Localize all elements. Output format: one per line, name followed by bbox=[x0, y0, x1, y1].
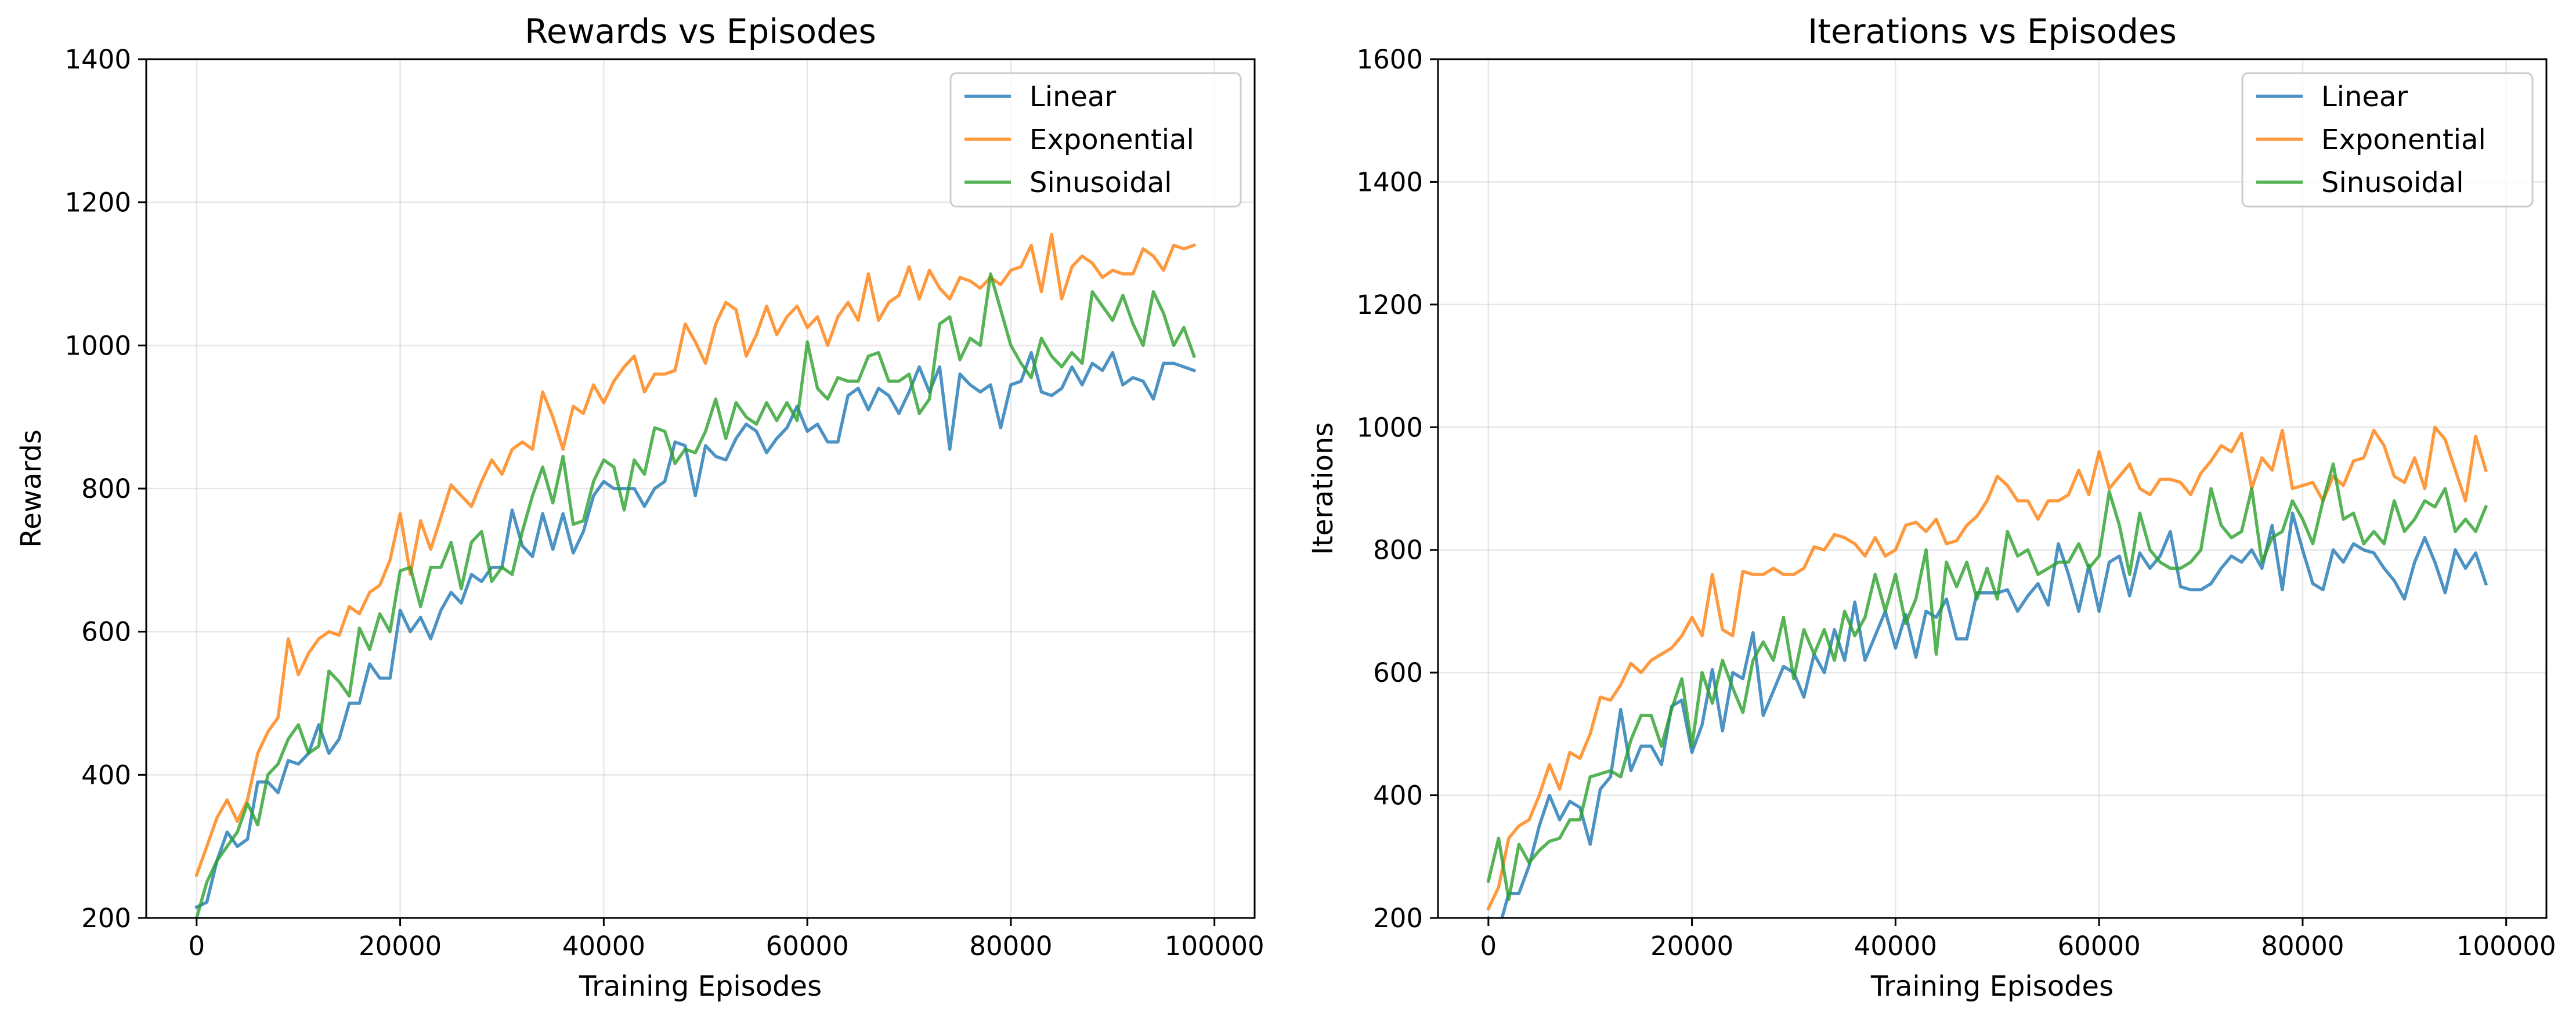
series-line-exponential bbox=[1486, 425, 2488, 911]
x-tick-label: 0 bbox=[1480, 931, 1497, 961]
x-tick-label: 100000 bbox=[1165, 931, 1264, 961]
x-tick-label: 40000 bbox=[1854, 931, 1937, 961]
chart-title: Rewards vs Episodes bbox=[525, 12, 876, 51]
y-tick-label: 1200 bbox=[64, 187, 131, 218]
y-tick-label: 1000 bbox=[64, 330, 131, 361]
legend-label-sinusoidal: Sinusoidal bbox=[2321, 167, 2464, 199]
x-tick-label: 60000 bbox=[2058, 931, 2141, 961]
x-tick-label: 40000 bbox=[562, 931, 645, 961]
series-group bbox=[194, 233, 1197, 918]
y-tick-label: 1000 bbox=[1356, 412, 1423, 443]
y-tick-label: 400 bbox=[81, 760, 131, 790]
legend-label-linear: Linear bbox=[2321, 81, 2408, 113]
x-tick-label: 60000 bbox=[766, 931, 849, 961]
legend-label-exponential: Exponential bbox=[2321, 124, 2486, 156]
rewards-chart: 0 20000 40000 60000 80000 100000 200 400 600 800 1… bbox=[15, 12, 1264, 1003]
series-group bbox=[1486, 425, 2488, 918]
x-tick-label: 80000 bbox=[2261, 931, 2344, 961]
series-line-sinusoidal bbox=[194, 272, 1197, 918]
y-tick-label: 400 bbox=[1373, 780, 1423, 811]
x-tick-label: 0 bbox=[188, 931, 205, 961]
legend-label-exponential: Exponential bbox=[1029, 124, 1194, 156]
x-tick-label: 20000 bbox=[359, 931, 442, 961]
legend-label-sinusoidal: Sinusoidal bbox=[1029, 167, 1172, 199]
y-tick-label: 1600 bbox=[1356, 44, 1423, 75]
legend-label-linear: Linear bbox=[1029, 81, 1116, 113]
y-tick-label: 200 bbox=[81, 903, 131, 934]
y-tick-label: 600 bbox=[1373, 657, 1423, 688]
x-tick-label: 80000 bbox=[969, 931, 1052, 961]
chart-title: Iterations vs Episodes bbox=[1808, 12, 2177, 51]
series-line-linear bbox=[194, 350, 1197, 910]
y-tick-label: 200 bbox=[1373, 903, 1423, 934]
x-axis-label: Training Episodes bbox=[1870, 970, 2113, 1003]
y-axis-label: Rewards bbox=[15, 429, 48, 548]
y-tick-label: 600 bbox=[81, 617, 131, 648]
y-tick-label: 800 bbox=[81, 473, 131, 504]
series-line-exponential bbox=[194, 233, 1197, 877]
x-axis-label: Training Episodes bbox=[579, 970, 822, 1003]
legend-box bbox=[2241, 72, 2534, 208]
y-tick-label: 1400 bbox=[64, 44, 131, 75]
y-tick-label: 800 bbox=[1373, 535, 1423, 566]
legend: Linear Exponential Sinusoidal bbox=[949, 72, 1242, 208]
legend-box bbox=[949, 72, 1242, 208]
series-line-sinusoidal bbox=[1486, 462, 2488, 902]
y-axis-label: Iterations bbox=[1307, 422, 1339, 555]
x-tick-label: 20000 bbox=[1650, 931, 1733, 961]
y-tick-label: 1200 bbox=[1356, 290, 1423, 320]
legend: Linear Exponential Sinusoidal bbox=[2241, 72, 2534, 208]
iterations-chart: 0 20000 40000 60000 80000 100000 200 400 600 800 1… bbox=[1307, 12, 2556, 1003]
y-tick-label: 1400 bbox=[1356, 167, 1423, 197]
series-line-linear bbox=[1486, 511, 2488, 918]
axes-frame bbox=[1437, 58, 2548, 919]
x-tick-label: 100000 bbox=[2456, 931, 2556, 961]
